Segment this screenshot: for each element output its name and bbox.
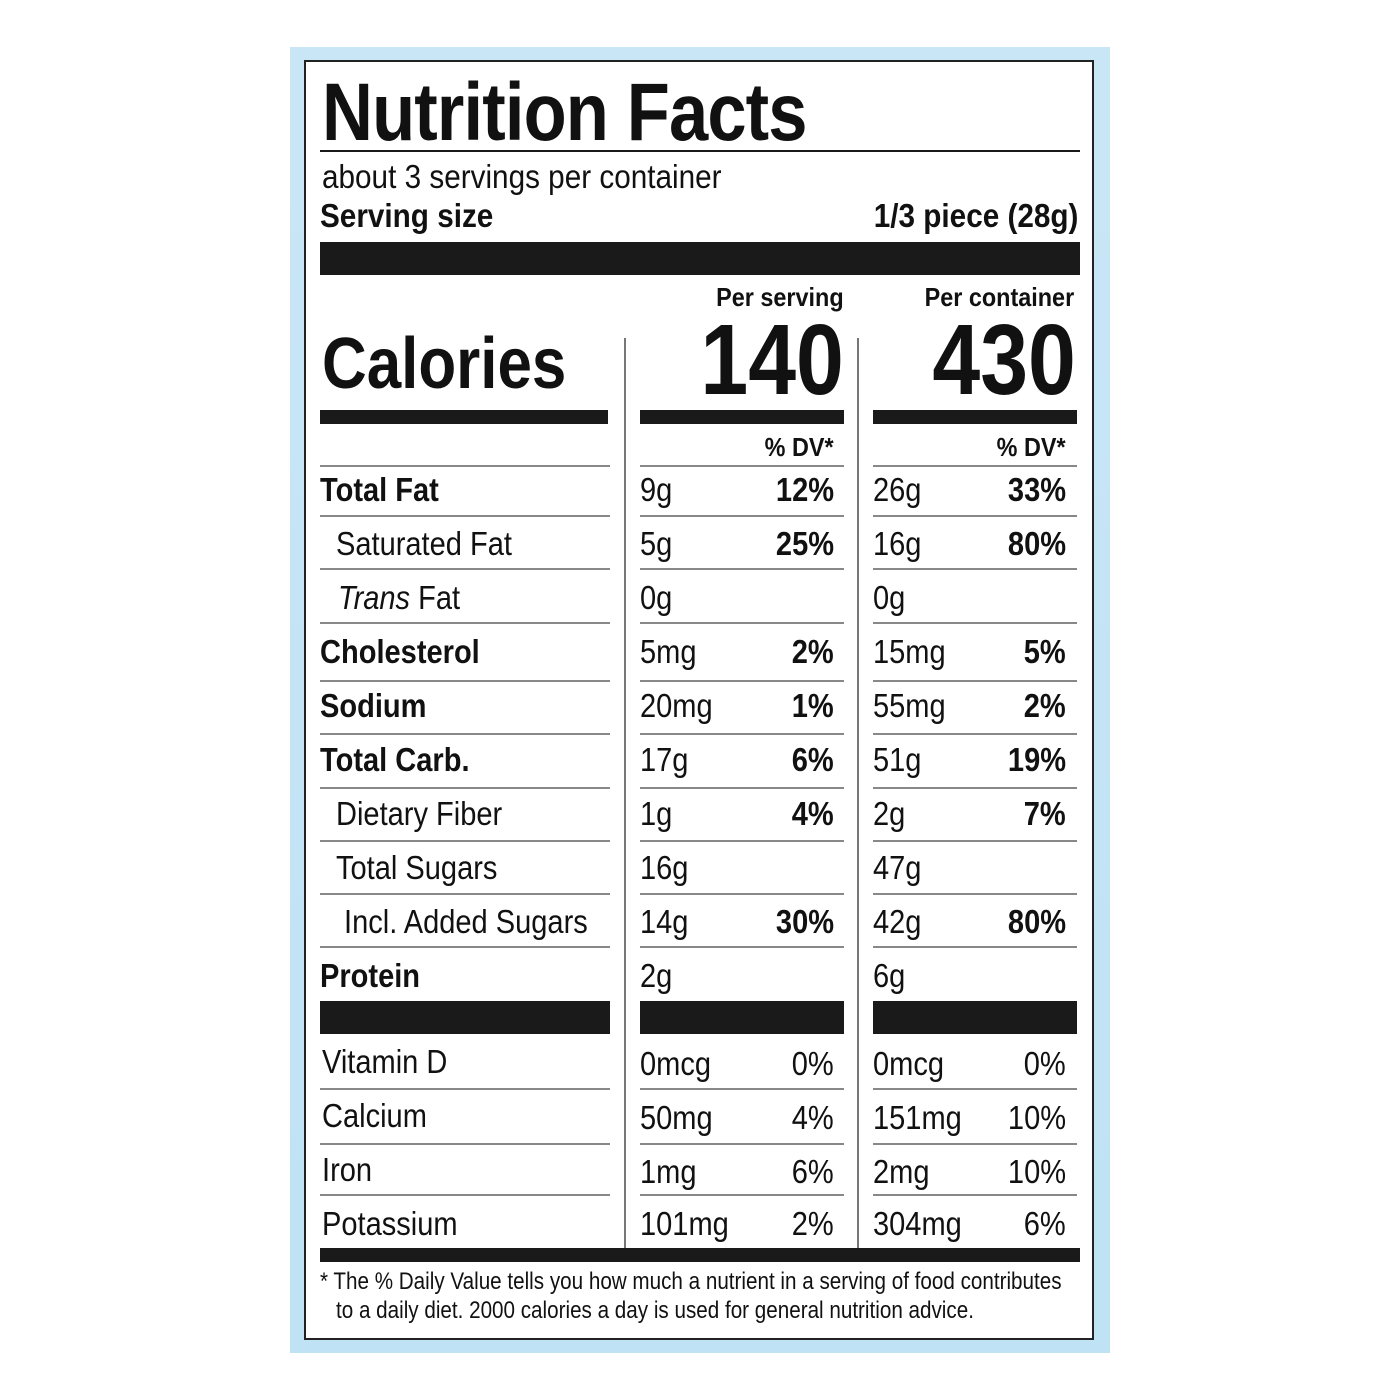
calories-bar-serving (640, 410, 844, 424)
nutrient-label: Incl. Added Sugars (344, 903, 588, 940)
footnote-line-2: to a daily diet. 2000 calories a day is … (336, 1297, 974, 1324)
vitamin-label: Iron (322, 1151, 373, 1188)
serving-amount: 1mg (640, 1153, 697, 1190)
vitamin-label: Potassium (322, 1205, 458, 1242)
vitamin-label: Vitamin D (322, 1043, 448, 1080)
thick-bar-top (320, 242, 1080, 275)
serving-amount: 16g (640, 849, 689, 886)
serving-dv: 4% (792, 1099, 834, 1136)
serving-size-label: Serving size (320, 197, 494, 234)
calories-per-serving: 140 (700, 304, 844, 416)
nutrient-label: Dietary Fiber (336, 795, 503, 832)
serving-amount: 2g (640, 957, 673, 994)
container-dv: 10% (1007, 1153, 1066, 1190)
serving-dv: 0% (792, 1045, 834, 1082)
nutrient-label: Total Fat (320, 471, 439, 508)
trans-suffix: Fat (410, 579, 461, 616)
serving-amount: 0g (640, 579, 673, 616)
calories-bar-label (320, 410, 608, 424)
serving-dv: 1% (792, 687, 834, 724)
per-serving-header: Per serving (716, 282, 844, 312)
container-dv: 7% (1024, 795, 1066, 832)
serving-dv: 6% (792, 1153, 834, 1190)
container-amount: 15mg (873, 633, 946, 670)
footnote-line-1: * The % Daily Value tells you how much a… (320, 1268, 1062, 1295)
nutrient-label: Total Carb. (320, 741, 470, 778)
thick-bar-serving (640, 1001, 844, 1034)
serving-amount: 1g (640, 795, 673, 832)
container-dv: 10% (1007, 1099, 1066, 1136)
container-amount: 51g (873, 741, 922, 778)
container-dv: 5% (1024, 633, 1066, 670)
calories-bar-container (873, 410, 1077, 424)
container-amount: 6g (873, 957, 906, 994)
serving-dv: 2% (792, 633, 834, 670)
dv-header-serving: % DV* (765, 432, 834, 462)
container-amount: 0mcg (873, 1045, 945, 1082)
thick-bar-container (873, 1001, 1077, 1034)
serving-dv: 4% (792, 795, 834, 832)
serving-amount: 5g (640, 525, 673, 562)
serving-amount: 9g (640, 471, 673, 508)
serving-size-value: 1/3 piece (28g) (873, 197, 1078, 234)
thick-bar-label (320, 1001, 610, 1034)
nutrient-label: Protein (320, 957, 421, 994)
calories-per-container: 430 (932, 304, 1076, 416)
container-amount: 304mg (873, 1205, 962, 1242)
serving-dv: 30% (775, 903, 834, 940)
container-dv: 2% (1024, 687, 1066, 724)
container-amount: 42g (873, 903, 922, 940)
serving-dv: 6% (792, 741, 834, 778)
servings-per-container: about 3 servings per container (322, 158, 722, 195)
container-amount: 2g (873, 795, 906, 832)
container-amount: 55mg (873, 687, 946, 724)
calories-label: Calories (322, 324, 567, 404)
container-dv: 80% (1007, 903, 1066, 940)
serving-dv: 25% (775, 525, 834, 562)
container-amount: 47g (873, 849, 922, 886)
column-divider-2 (857, 338, 859, 1248)
serving-amount: 17g (640, 741, 689, 778)
serving-dv: 2% (792, 1205, 834, 1242)
nutrient-label: Sodium (320, 687, 427, 724)
container-dv: 6% (1024, 1205, 1066, 1242)
per-container-header: Per container (924, 282, 1074, 312)
serving-amount: 14g (640, 903, 689, 940)
serving-amount: 5mg (640, 633, 697, 670)
nutrient-label: Total Sugars (336, 849, 498, 886)
container-dv: 0% (1024, 1045, 1066, 1082)
serving-dv: 12% (775, 471, 834, 508)
serving-amount: 20mg (640, 687, 713, 724)
dv-header-container: % DV* (997, 432, 1066, 462)
container-amount: 26g (873, 471, 922, 508)
bottom-bar (320, 1248, 1080, 1262)
nutrient-label: Saturated Fat (336, 525, 512, 562)
serving-amount: 0mcg (640, 1045, 712, 1082)
column-divider-1 (624, 338, 626, 1248)
nutrient-label: Cholesterol (320, 633, 480, 670)
container-dv: 33% (1007, 471, 1066, 508)
nutrient-label: Trans Fat (338, 579, 460, 617)
container-amount: 151mg (873, 1099, 962, 1136)
serving-amount: 50mg (640, 1099, 713, 1136)
container-dv: 19% (1007, 741, 1066, 778)
label-title: Nutrition Facts (322, 67, 808, 158)
title-rule (320, 150, 1080, 152)
vitamin-label: Calcium (322, 1097, 427, 1134)
trans-italic: Trans (338, 579, 411, 616)
container-dv: 80% (1007, 525, 1066, 562)
serving-amount: 101mg (640, 1205, 729, 1242)
container-amount: 16g (873, 525, 922, 562)
container-amount: 0g (873, 579, 906, 616)
container-amount: 2mg (873, 1153, 930, 1190)
